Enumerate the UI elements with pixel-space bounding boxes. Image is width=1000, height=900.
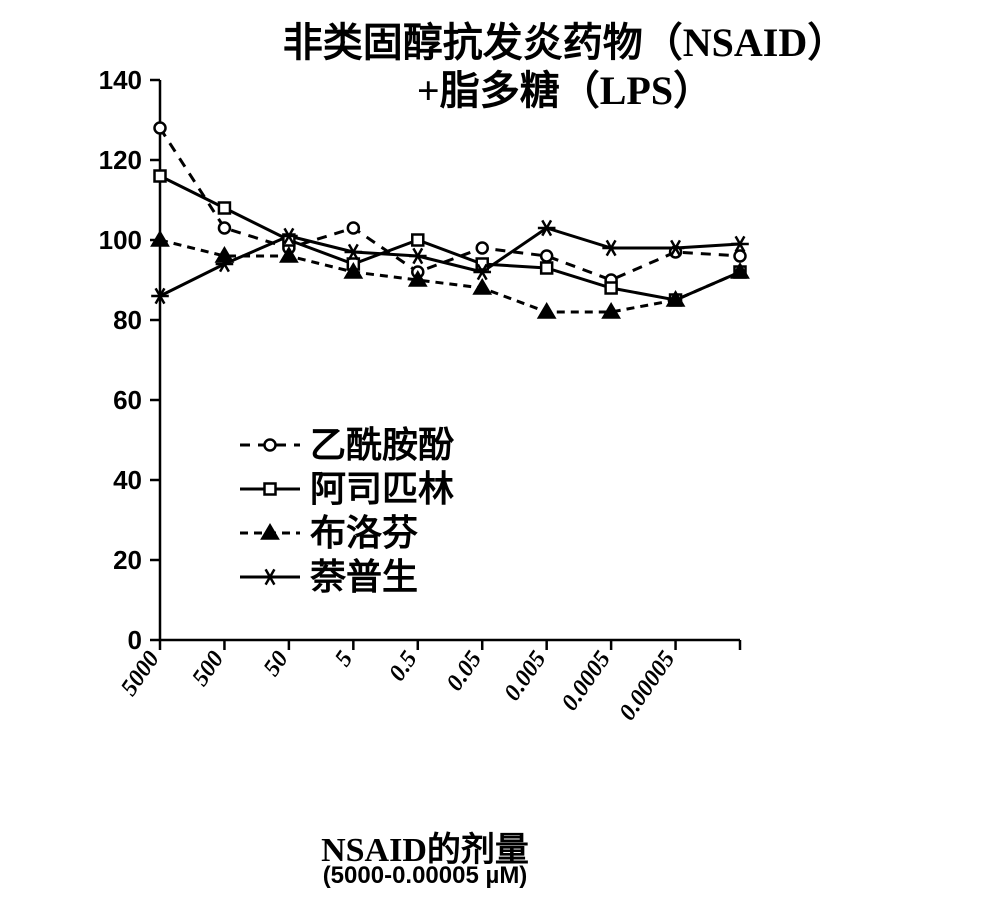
svg-text:乙酰胺酚: 乙酰胺酚 bbox=[310, 425, 455, 465]
svg-text:萘普生: 萘普生 bbox=[310, 557, 418, 597]
line-chart: 02040608010012014050005005050.50.050.005… bbox=[70, 40, 970, 860]
svg-text:140: 140 bbox=[99, 65, 142, 95]
svg-text:0.0005: 0.0005 bbox=[557, 647, 616, 716]
svg-text:120: 120 bbox=[99, 145, 142, 175]
svg-text:0.05: 0.05 bbox=[442, 647, 487, 696]
svg-text:500: 500 bbox=[187, 647, 229, 691]
chart-container: { "chart": { "type": "line", "title_line… bbox=[0, 0, 1000, 900]
svg-text:5000: 5000 bbox=[116, 647, 165, 701]
svg-text:20: 20 bbox=[113, 545, 142, 575]
svg-text:布洛芬: 布洛芬 bbox=[310, 513, 418, 553]
svg-text:0.00005: 0.00005 bbox=[614, 647, 680, 726]
svg-text:0.5: 0.5 bbox=[384, 647, 423, 686]
svg-text:40: 40 bbox=[113, 465, 142, 495]
svg-text:阿司匹林: 阿司匹林 bbox=[310, 469, 454, 509]
svg-text:80: 80 bbox=[113, 305, 142, 335]
svg-text:5: 5 bbox=[330, 647, 358, 672]
svg-text:100: 100 bbox=[99, 225, 142, 255]
x-axis-label-line2: (5000-0.00005 µM) bbox=[90, 862, 760, 890]
svg-text:0.005: 0.005 bbox=[499, 647, 551, 706]
svg-text:50: 50 bbox=[259, 647, 294, 682]
svg-text:60: 60 bbox=[113, 385, 142, 415]
